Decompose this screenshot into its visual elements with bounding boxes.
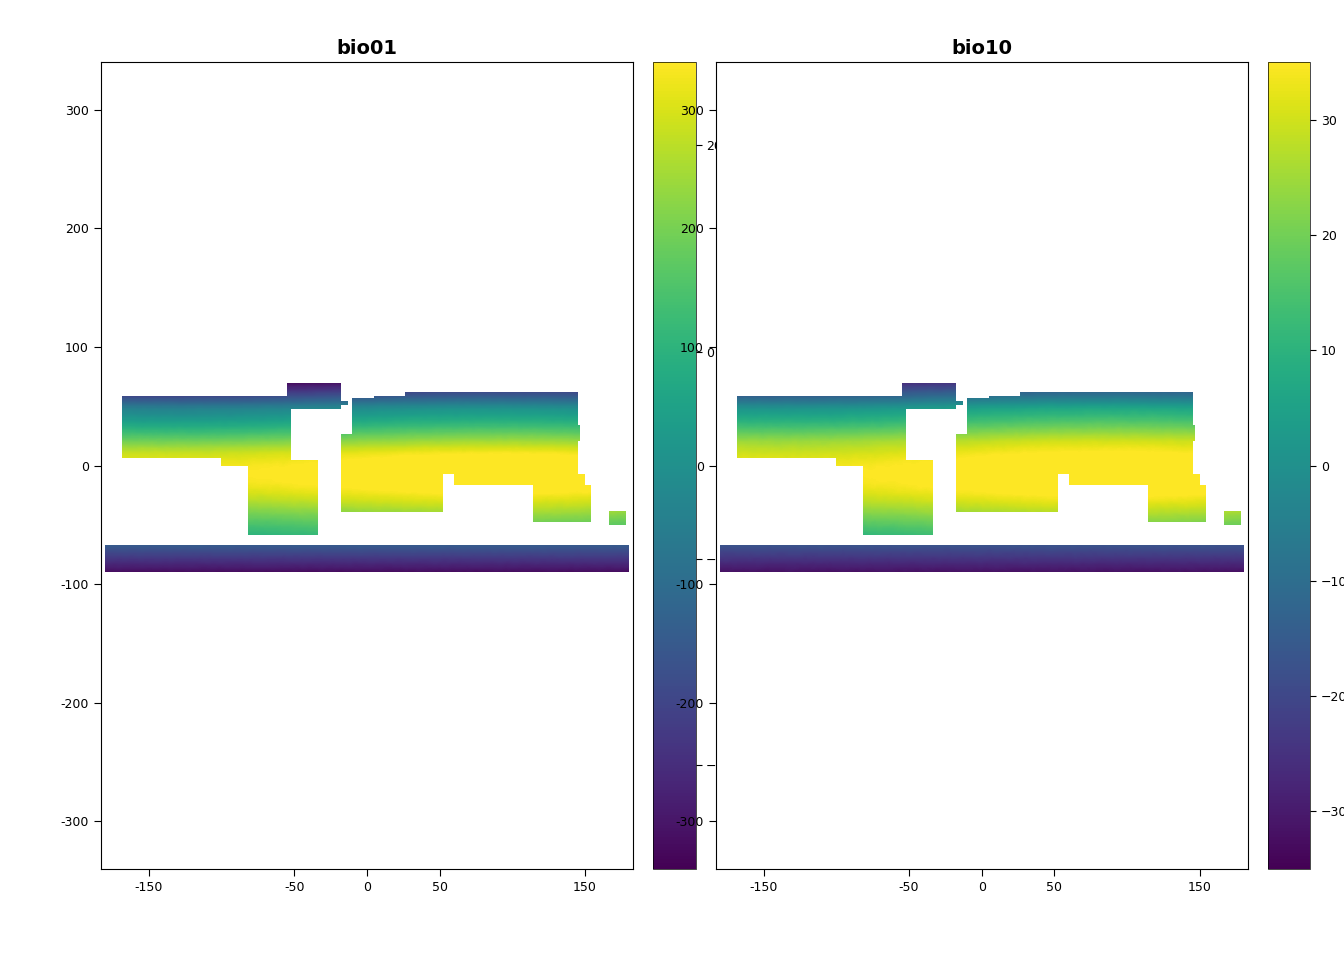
- Title: bio01: bio01: [336, 39, 398, 58]
- Title: bio10: bio10: [952, 39, 1012, 58]
